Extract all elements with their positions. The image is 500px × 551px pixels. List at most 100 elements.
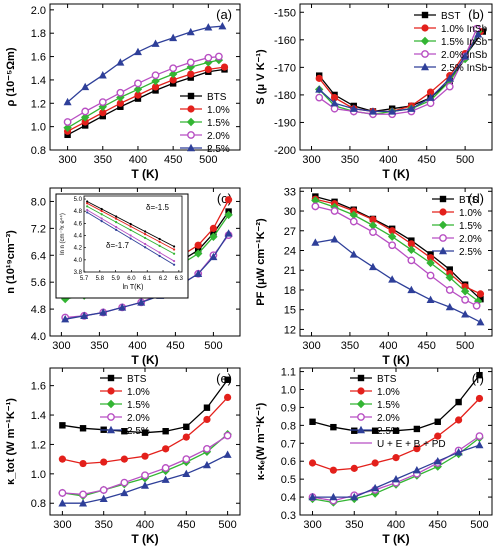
y-tick-label: 15 xyxy=(284,305,296,317)
data-point xyxy=(311,202,320,211)
legend-label: 2.5% InSb xyxy=(441,63,488,74)
legend-label: 2.0% InSb xyxy=(441,50,488,61)
data-point xyxy=(413,445,421,453)
y-tick-label: 0.8 xyxy=(281,420,296,432)
data-point xyxy=(311,238,320,246)
y-tick-label: 4.0 xyxy=(31,331,46,343)
data-point xyxy=(194,249,203,258)
series-1-0- xyxy=(308,394,484,474)
data-point xyxy=(120,455,128,463)
data-point xyxy=(412,465,421,474)
data-point xyxy=(151,39,160,47)
legend-marker xyxy=(186,117,196,127)
x-tick-label: 450 xyxy=(177,519,195,531)
data-point xyxy=(218,21,227,30)
data-point xyxy=(182,469,191,478)
data-point xyxy=(413,425,421,433)
data-point xyxy=(162,428,169,435)
inset-point xyxy=(158,244,161,247)
data-point xyxy=(63,97,72,106)
data-point xyxy=(186,27,195,36)
data-point xyxy=(369,228,377,236)
y-tick-label: 1.0 xyxy=(31,469,46,481)
legend-label: 2.5% xyxy=(377,426,400,437)
data-point xyxy=(224,393,232,401)
y-axis-label: κ-κₑ(W m⁻¹K⁻¹) xyxy=(255,402,267,480)
y-tick-label: 27 xyxy=(284,226,296,238)
legend-marker xyxy=(107,425,115,434)
data-point xyxy=(214,52,223,61)
data-point xyxy=(161,475,170,483)
inset-y-tick-label: 3.8 xyxy=(74,270,83,276)
y-tick-label: 1.0 xyxy=(281,385,296,397)
data-point xyxy=(133,85,143,94)
data-point xyxy=(445,286,454,294)
legend-marker xyxy=(187,92,195,100)
y-tick-label: -150 xyxy=(274,7,296,19)
inset-point xyxy=(86,211,89,214)
data-point xyxy=(203,444,211,453)
data-point xyxy=(98,71,107,79)
data-point xyxy=(455,416,463,424)
inset-y-label: ln n (cm⁻³x e⁴⁴) xyxy=(59,213,66,255)
legend-label: 1.5% xyxy=(377,400,400,411)
data-point xyxy=(141,429,149,436)
series-line xyxy=(315,198,481,295)
legend-label: BTS xyxy=(459,195,479,206)
inset-point xyxy=(129,237,132,240)
data-point xyxy=(309,418,316,425)
data-point xyxy=(330,207,339,215)
inset-x-tick-label: 5.9 xyxy=(111,276,120,282)
data-point xyxy=(461,295,470,304)
data-point xyxy=(203,404,211,411)
x-tick-label: 400 xyxy=(128,340,146,352)
data-point xyxy=(98,98,107,107)
panel-label: (d) xyxy=(468,191,484,206)
data-point xyxy=(116,88,125,97)
data-point xyxy=(392,454,400,462)
data-point xyxy=(329,466,337,474)
x-tick-label: 350 xyxy=(341,154,359,166)
legend-marker xyxy=(107,374,115,382)
inset-point xyxy=(172,259,176,263)
chart-panel-a: 300 350 400 450 500 0.8 1.0 1.2 1.4 1.6 1.8 2.0 T (K… xyxy=(5,3,241,181)
data-point xyxy=(475,432,484,441)
x-axis-label: T (K) xyxy=(131,532,158,546)
data-point xyxy=(187,70,195,78)
data-point xyxy=(58,455,66,463)
y-tick-label: 8.0 xyxy=(31,196,46,208)
inset-point xyxy=(100,213,103,216)
data-point xyxy=(315,74,323,82)
x-tick-label: 450 xyxy=(166,340,184,352)
data-point xyxy=(460,287,470,296)
y-tick-label: 1.8 xyxy=(31,28,46,40)
inset-point xyxy=(144,246,147,249)
data-point xyxy=(121,428,128,435)
x-tick-label: 350 xyxy=(341,340,359,352)
x-tick-label: 350 xyxy=(95,519,113,531)
y-tick-label: 0.6 xyxy=(281,456,296,468)
data-point xyxy=(59,422,66,429)
y-tick-label: -160 xyxy=(274,35,296,47)
y-tick-label: 0.3 xyxy=(281,510,296,522)
inset-y-tick-label: 4.0 xyxy=(74,258,83,264)
legend-label: 2.5% xyxy=(207,144,230,155)
y-tick-label: 6.4 xyxy=(31,250,46,262)
y-tick-label: 1.1 xyxy=(281,367,296,379)
legend-label: 2.0% xyxy=(127,413,150,424)
legend-marker xyxy=(187,143,195,152)
data-point xyxy=(308,459,317,467)
chart-panel-e: 300 350 400 450 500 0.8 1.0 1.2 1.4 1.6 T (K) κ_tot… xyxy=(5,367,241,546)
legend-marker xyxy=(106,399,116,409)
data-point xyxy=(475,440,484,449)
inset-point xyxy=(129,222,132,226)
data-point xyxy=(329,492,338,501)
data-point xyxy=(141,481,149,489)
data-point xyxy=(446,266,453,273)
data-point xyxy=(120,478,129,487)
series-line xyxy=(315,205,477,307)
inset-chart: 5.7 5.8 5.9 6.0 6.1 6.2 6.3 3.8 4.0 4.2 4.4 4.6 4.8 5… xyxy=(55,193,189,299)
legend-marker xyxy=(439,208,447,216)
y-tick-label: 30 xyxy=(284,206,296,218)
data-point xyxy=(63,123,72,133)
